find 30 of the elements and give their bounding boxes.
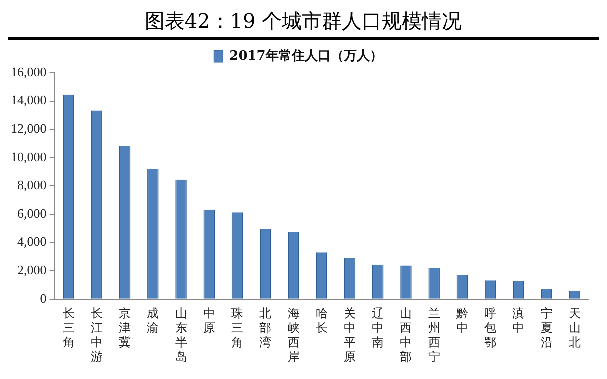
y-tick-label: 2,000 — [18, 262, 47, 278]
x-tick-label: 宁夏沿 — [540, 306, 553, 350]
x-tick-label: 天山北 — [568, 306, 581, 350]
x-tick-label: 长江中游 — [90, 306, 103, 364]
x-tick-label: 中原 — [203, 306, 216, 336]
x-tick-label: 长三角 — [62, 306, 75, 350]
x-tick-label: 山西中部 — [400, 306, 412, 364]
y-tick-label: 16,000 — [11, 64, 47, 80]
y-tick-label: 8,000 — [18, 178, 47, 193]
legend-label: 2017年常住人口（万人） — [230, 48, 383, 64]
x-tick-label: 珠三角 — [232, 306, 244, 350]
y-tick-label: 6,000 — [18, 206, 47, 221]
y-tick-label: 4,000 — [18, 234, 47, 250]
x-tick-label: 山东半岛 — [175, 306, 188, 364]
y-tick-label: 12,000 — [11, 121, 47, 136]
chart-title: 图表42：19 个城市群人口规模情况 — [8, 8, 599, 40]
x-tick-label: 哈长 — [316, 306, 328, 336]
x-tick-label: 呼包鄂 — [484, 306, 497, 350]
x-tick-label: 海峡西岸 — [288, 306, 300, 364]
x-tick-label: 关中平原 — [344, 306, 356, 364]
x-tick-label: 北部湾 — [260, 306, 272, 350]
x-tick-label: 黔中 — [455, 306, 468, 336]
x-tick-label: 兰州西宁 — [428, 306, 440, 364]
x-tick-label: 京津冀 — [119, 306, 132, 350]
y-tick-label: 10,000 — [11, 149, 47, 164]
y-tick-label: 14,000 — [11, 92, 47, 108]
x-tick-label: 辽中南 — [372, 306, 384, 350]
x-tick-label: 滇中 — [512, 306, 525, 336]
x-tick-label: 成渝 — [147, 306, 160, 336]
y-tick-label: 0 — [40, 290, 47, 306]
